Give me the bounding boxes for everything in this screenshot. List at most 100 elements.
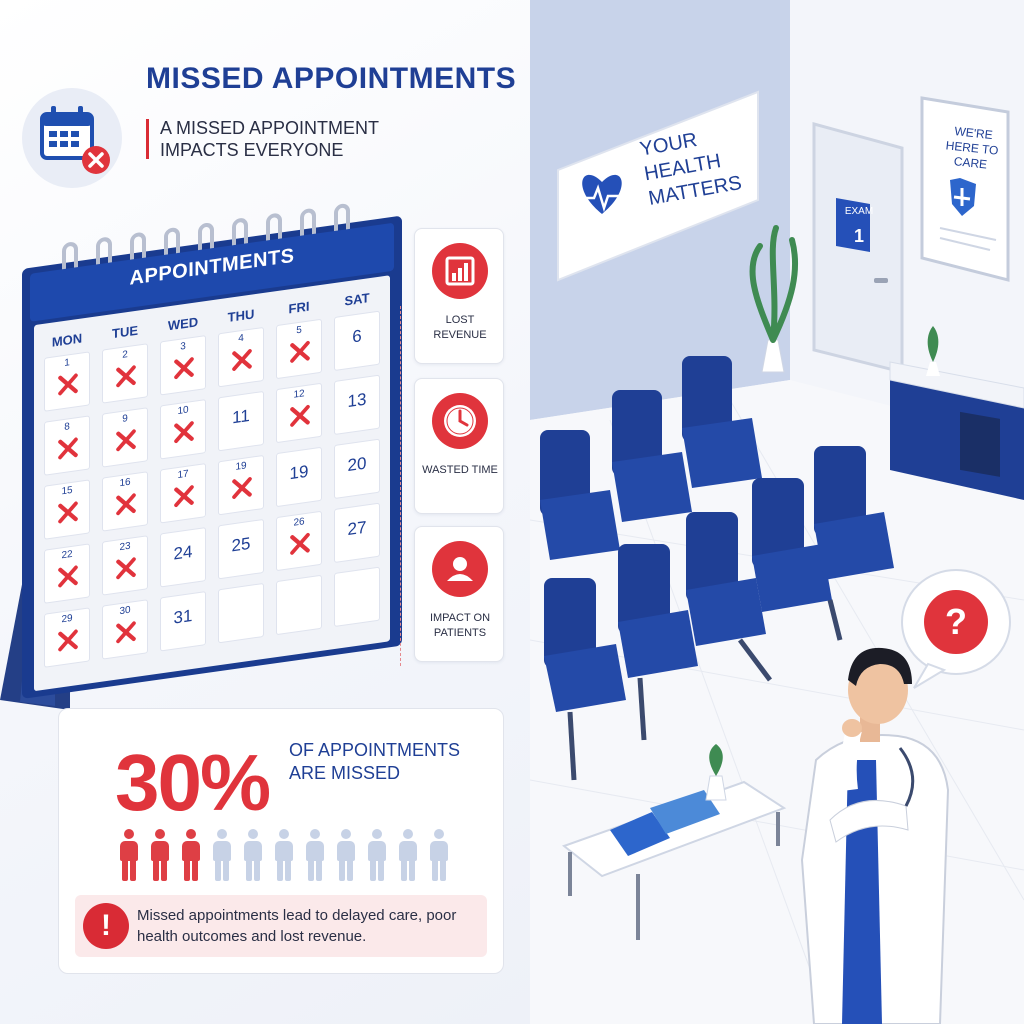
calendar-day-missed: 1	[44, 351, 90, 412]
exclamation-icon: !	[83, 903, 129, 949]
calendar-day-missed: 29	[44, 607, 90, 668]
calendar-day	[276, 574, 322, 636]
calendar-day-missed: 19	[218, 454, 264, 516]
missed-x-icon	[55, 626, 81, 656]
calendar-day-missed: 2	[102, 343, 148, 404]
missed-x-icon	[55, 370, 81, 400]
day-number: 12	[293, 388, 305, 401]
calendar-day: 31	[160, 591, 206, 652]
day-number: 15	[61, 484, 73, 498]
missed-x-icon	[113, 489, 139, 519]
calendar-day: 27	[334, 502, 380, 564]
day-number: 29	[61, 612, 73, 626]
calendar-day	[218, 582, 264, 644]
missed-x-icon	[55, 434, 81, 464]
day-number: 27	[347, 517, 367, 540]
appointments-calendar: APPOINTMENTS MON TUE WED THU FRI SAT 1 2 3 4 5 6 8 9 1…	[0, 190, 410, 720]
missed-x-icon	[113, 425, 139, 455]
person-icon	[334, 829, 358, 883]
day-number: 30	[119, 604, 131, 618]
day-number: 6	[352, 326, 362, 347]
alert-text: Missed appointments lead to delayed care…	[137, 907, 457, 945]
person-icon-missed	[117, 829, 141, 883]
calendar-day-missed: 8	[44, 415, 90, 476]
calendar-day-missed: 10	[160, 399, 206, 460]
impact-label: WASTED TIME	[422, 464, 498, 476]
day-number: 11	[232, 405, 250, 428]
impact-label: IMPACT ON PATIENTS	[429, 612, 491, 639]
exam-room-number: 1	[853, 226, 864, 246]
impact-card-patients: IMPACT ON PATIENTS	[414, 526, 504, 662]
missed-x-icon	[229, 345, 255, 375]
person-icon	[396, 829, 420, 883]
calendar-x-icon	[22, 88, 122, 188]
missed-x-icon	[55, 498, 81, 528]
day-number: 10	[177, 404, 189, 418]
calendar-day-missed: 4	[218, 326, 264, 388]
missed-x-icon	[113, 553, 139, 583]
day-number	[277, 588, 321, 594]
calendar-day-missed: 30	[102, 599, 148, 660]
missed-x-icon	[229, 473, 255, 503]
calendar-day-missed: 16	[102, 471, 148, 532]
page-title: MISSED APPOINTMENTS	[146, 62, 517, 95]
infographic-panel: MISSED APPOINTMENTS A MISSED APPOINTMENT…	[0, 0, 530, 1024]
missed-x-icon	[287, 529, 313, 559]
person-icon	[210, 829, 234, 883]
waiting-room-scene	[530, 0, 1024, 1024]
day-number: 13	[347, 389, 367, 412]
missed-x-icon	[113, 361, 139, 391]
calendar-day-missed: 9	[102, 407, 148, 468]
person-icon	[365, 829, 389, 883]
missed-x-icon	[171, 481, 197, 511]
calendar-day-missed: 3	[160, 335, 206, 396]
person-icon	[427, 829, 451, 883]
day-number: 23	[119, 540, 131, 554]
alert-box: ! Missed appointments lead to delayed ca…	[75, 895, 487, 957]
impact-label: LOST REVENUE	[433, 314, 487, 341]
person-icon	[241, 829, 265, 883]
day-number: 26	[293, 516, 305, 529]
calendar-day	[334, 566, 380, 628]
heart-pulse-icon	[582, 174, 622, 214]
person-icon	[303, 829, 327, 883]
missed-x-icon	[287, 401, 313, 431]
day-number: 2	[122, 349, 128, 361]
missed-stats-card: 30% OF APPOINTMENTS ARE MISSED ! Missed …	[58, 708, 504, 974]
clock-icon	[432, 393, 488, 449]
calendar-day: 20	[334, 438, 380, 500]
day-number: 24	[173, 541, 193, 564]
day-number: 31	[173, 605, 193, 628]
calendar-day-missed: 15	[44, 479, 90, 540]
day-number: 19	[289, 461, 309, 484]
day-number: 17	[177, 468, 189, 482]
day-number: 8	[64, 421, 70, 433]
impact-card-lost-revenue: LOST REVENUE	[414, 228, 504, 364]
poster-text: WE'RE HERE TO CARE	[945, 124, 1000, 172]
day-number: 5	[296, 324, 302, 337]
exam-room-label: EXAM	[844, 206, 874, 217]
impact-card-wasted-time: WASTED TIME	[414, 378, 504, 514]
missed-x-icon	[113, 617, 139, 647]
calendar-day-missed: 17	[160, 463, 206, 524]
person-icon	[272, 829, 296, 883]
person-icon-missed	[179, 829, 203, 883]
page-subtitle: A MISSED APPOINTMENT IMPACTS EVERYONE	[160, 118, 379, 160]
day-number: 3	[180, 340, 186, 353]
day-number: 25	[231, 533, 251, 556]
day-number: 16	[119, 476, 131, 490]
doctor-figure	[800, 647, 950, 1024]
person-icon-missed	[148, 829, 172, 883]
day-number: 4	[238, 332, 244, 345]
missed-x-icon	[171, 417, 197, 447]
calendar-day-missed: 26	[276, 510, 322, 572]
day-number	[335, 580, 379, 586]
missed-x-icon	[55, 562, 81, 592]
waiting-room-illustration: YOUR HEALTH MATTERS WE'RE HERE TO CARE E…	[530, 0, 1024, 1024]
calendar-day-missed: 22	[44, 543, 90, 604]
day-number: 19	[235, 460, 247, 473]
day-number	[219, 596, 263, 602]
day-number: 9	[122, 413, 128, 425]
calendar-day: 6	[334, 310, 380, 372]
day-number: 22	[61, 548, 73, 562]
